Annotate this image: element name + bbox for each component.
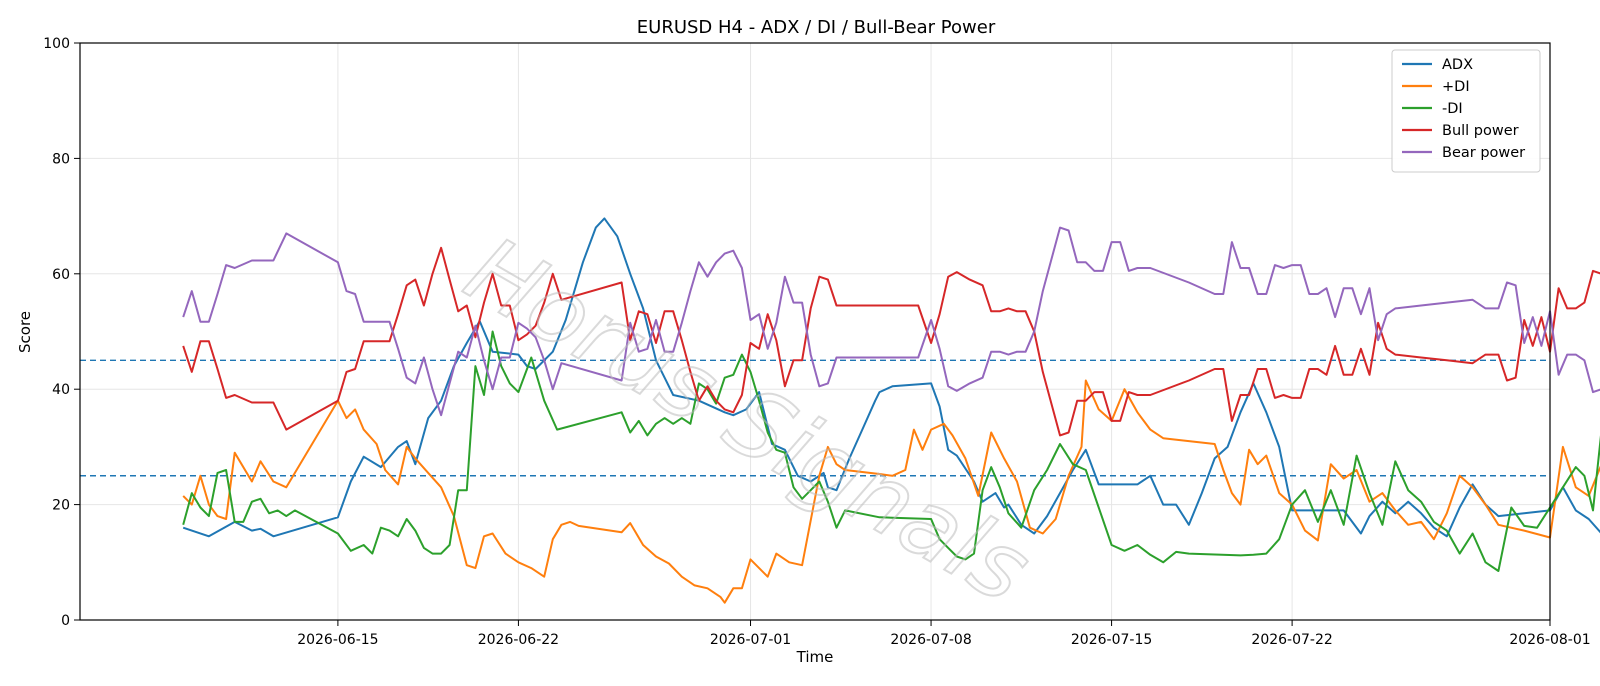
series-line-bear-power bbox=[182, 226, 1600, 417]
legend-label: Bull power bbox=[1442, 123, 1519, 139]
x-tick-label: 2026-06-15 bbox=[297, 632, 378, 648]
reference-lines bbox=[80, 359, 1550, 477]
series-line--di bbox=[182, 379, 1600, 604]
y-tick-label: 80 bbox=[52, 151, 70, 167]
y-tick-label: 60 bbox=[52, 267, 70, 283]
legend: ADX +DI -DI Bull power Bear power bbox=[1391, 49, 1541, 173]
x-tick-label: 2026-07-22 bbox=[1251, 632, 1332, 648]
legend-label: +DI bbox=[1442, 79, 1470, 95]
legend-label: -DI bbox=[1442, 101, 1463, 117]
y-tick-label: 0 bbox=[61, 613, 70, 629]
x-tick-label: 2026-07-01 bbox=[710, 632, 791, 648]
plot-area-frame bbox=[79, 42, 1551, 621]
y-tick-label: 100 bbox=[43, 36, 70, 52]
x-axis-title: Time bbox=[796, 648, 834, 666]
legend-label: ADX bbox=[1442, 57, 1473, 73]
legend-box bbox=[1391, 49, 1541, 173]
y-axis: 0 20 40 60 80 100 bbox=[43, 36, 80, 629]
x-axis: 2026-06-15 2026-06-22 2026-07-01 2026-07-08… bbox=[297, 620, 1591, 648]
chart-title: EURUSD H4 - ADX / DI / Bull-Bear Power bbox=[637, 17, 996, 38]
series-line-bull-power bbox=[182, 246, 1600, 437]
x-tick-label: 2026-07-08 bbox=[890, 632, 971, 648]
y-tick-label: 40 bbox=[52, 382, 70, 398]
y-tick-label: 20 bbox=[52, 498, 70, 514]
y-axis-title: Score bbox=[16, 311, 34, 353]
legend-label: Bear power bbox=[1442, 145, 1525, 161]
series-layer bbox=[182, 217, 1600, 604]
x-tick-label: 2026-08-01 bbox=[1509, 632, 1590, 648]
series-line--di bbox=[182, 330, 1600, 572]
x-tick-label: 2026-07-15 bbox=[1071, 632, 1152, 648]
x-tick-label: 2026-06-22 bbox=[478, 632, 559, 648]
